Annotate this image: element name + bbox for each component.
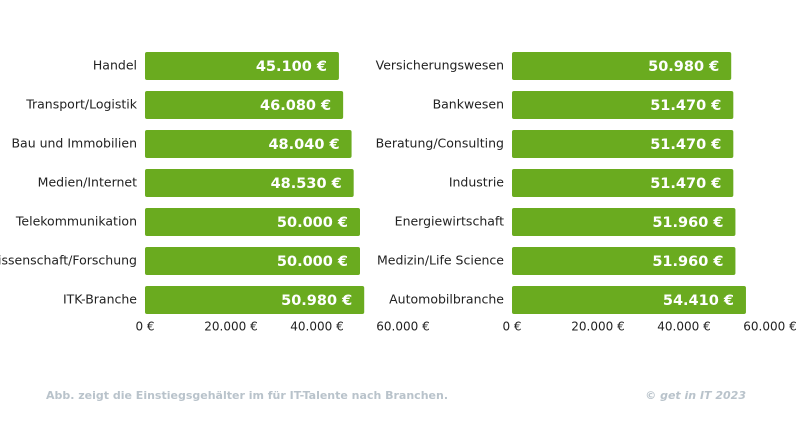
bar: [145, 130, 352, 158]
category-label: Industrie: [449, 175, 504, 190]
value-label: 51.960 €: [652, 215, 723, 231]
value-label: 50.000 €: [277, 215, 348, 231]
bar: [145, 247, 360, 275]
bar: [512, 52, 732, 80]
category-label: Versicherungswesen: [376, 58, 504, 73]
bar: [145, 286, 365, 314]
x-tick-label: 0 €: [135, 320, 154, 334]
bar: [145, 208, 360, 236]
value-label: 45.100 €: [256, 59, 327, 75]
value-label: 48.040 €: [268, 137, 339, 153]
category-label: Medizin/Life Science: [377, 253, 504, 268]
category-label: Beratung/Consulting: [376, 136, 504, 151]
category-label: Bau und Immobilien: [11, 136, 137, 151]
x-tick-label: 40.000 €: [657, 320, 710, 334]
value-label: 51.470 €: [650, 176, 721, 192]
category-label: Transport/Logistik: [25, 97, 138, 112]
bar: [145, 91, 344, 119]
category-label: ITK-Branche: [63, 292, 137, 307]
value-label: 50.000 €: [277, 254, 348, 270]
value-label: 51.470 €: [650, 98, 721, 114]
category-label: Medien/Internet: [38, 175, 137, 190]
category-label: Handel: [93, 58, 137, 73]
footnote: Abb. zeigt die Einstiegsgehälter im für …: [46, 389, 448, 402]
bar: [512, 169, 734, 197]
value-label: 51.470 €: [650, 137, 721, 153]
x-tick-label: 0 €: [502, 320, 521, 334]
bar: [512, 247, 736, 275]
category-label: Bankwesen: [433, 97, 504, 112]
x-tick-label: 60.000 €: [376, 320, 429, 334]
value-label: 46.080 €: [260, 98, 331, 114]
value-label: 48.530 €: [271, 176, 342, 192]
x-tick-label: 60.000 €: [743, 320, 796, 334]
bar: [145, 169, 354, 197]
bar: [512, 286, 746, 314]
bar: [512, 91, 734, 119]
credit: © get in IT 2023: [645, 389, 746, 402]
category-label: Energiewirtschaft: [395, 214, 504, 229]
value-label: 50.980 €: [648, 59, 719, 75]
x-tick-label: 40.000 €: [290, 320, 343, 334]
category-label: Automobilbranche: [389, 292, 504, 307]
value-label: 50.980 €: [281, 293, 352, 309]
value-label: 54.410 €: [663, 293, 734, 309]
bar: [512, 130, 734, 158]
category-label: Wissenschaft/Forschung: [0, 253, 137, 268]
category-label: Telekommunikation: [15, 214, 137, 229]
bar: [145, 52, 339, 80]
x-tick-label: 20.000 €: [571, 320, 624, 334]
bar: [512, 208, 736, 236]
x-tick-label: 20.000 €: [204, 320, 257, 334]
value-label: 51.960 €: [652, 254, 723, 270]
